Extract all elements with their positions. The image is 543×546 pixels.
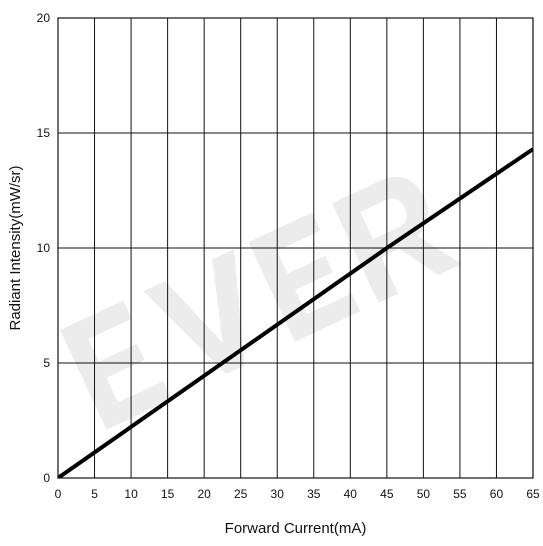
x-tick-label: 15: [161, 487, 175, 501]
y-tick-label: 15: [37, 126, 51, 140]
series-line: [58, 147, 533, 478]
watermark: [60, 176, 462, 430]
y-tick-label: 10: [37, 241, 51, 255]
tick-labels: 0 5 10 15 20 25 30 35 40 45 50 55 60 65 0 5 10 15 20: [37, 11, 540, 501]
plot-frame: [57, 17, 534, 479]
y-tick-label: 0: [43, 471, 50, 485]
x-tick-label: 0: [55, 487, 62, 501]
x-tick-label: 30: [271, 487, 285, 501]
x-tick-label: 5: [91, 487, 98, 501]
x-tick-label: 45: [380, 487, 394, 501]
x-tick-label: 35: [307, 487, 321, 501]
x-axis-title: Forward Current(mA): [225, 520, 367, 537]
x-tick-label: 20: [197, 487, 211, 501]
x-tick-label: 25: [234, 487, 248, 501]
y-tick-label: 20: [37, 11, 51, 25]
y-tick-label: 5: [43, 356, 50, 370]
x-tick-label: 55: [453, 487, 467, 501]
x-tick-label: 10: [124, 487, 138, 501]
x-tick-label: 60: [490, 487, 504, 501]
x-tick-label: 50: [417, 487, 431, 501]
x-tick-label: 65: [526, 487, 540, 501]
series-layer: [58, 147, 533, 478]
x-tick-label: 40: [344, 487, 358, 501]
y-axis-title: Radiant Intensity(mW/sr): [7, 165, 24, 330]
